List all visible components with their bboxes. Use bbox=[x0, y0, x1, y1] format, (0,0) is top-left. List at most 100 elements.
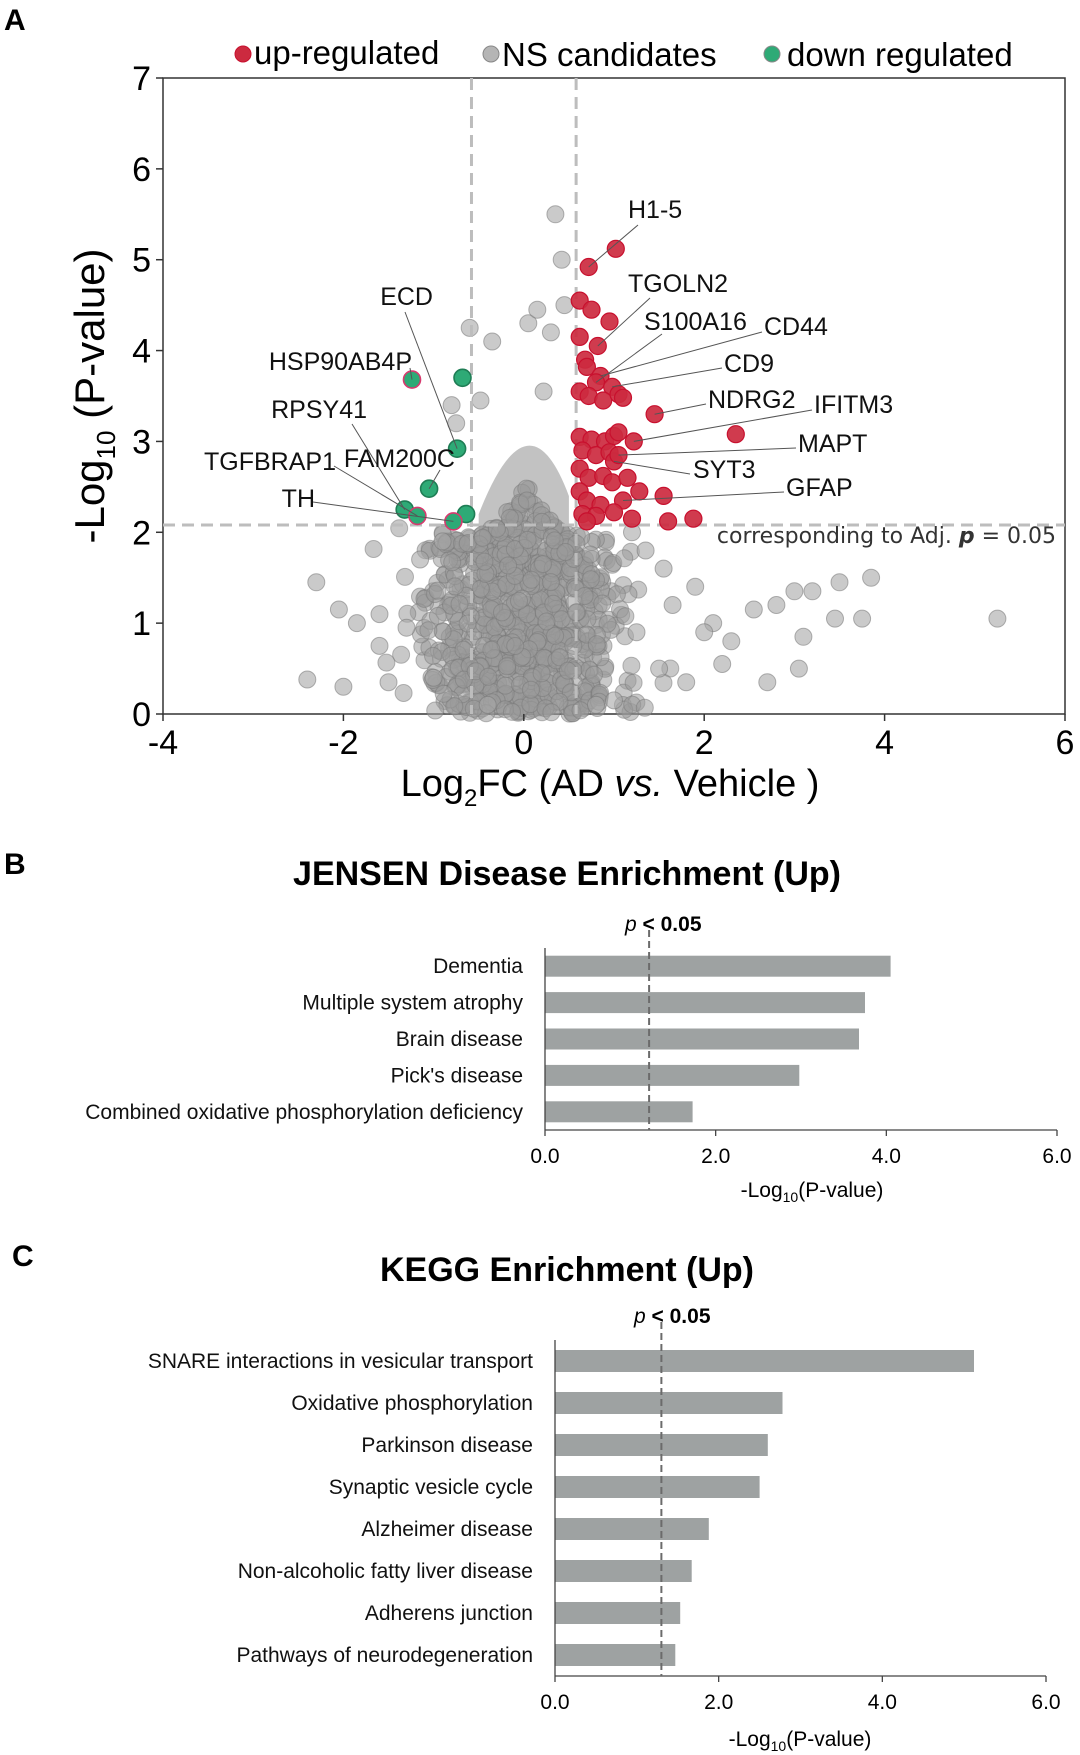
ns-point bbox=[988, 609, 1007, 628]
ns-point bbox=[722, 632, 741, 651]
ns-point bbox=[607, 585, 626, 604]
jensen-bar-3 bbox=[545, 1064, 800, 1086]
ns-point bbox=[347, 614, 366, 633]
ns-point bbox=[424, 668, 443, 687]
panel-b: B JENSEN Disease Enrichment (Up) p < 0.0… bbox=[4, 848, 1072, 1205]
ns-point bbox=[564, 636, 583, 655]
up-point-44 bbox=[622, 509, 642, 528]
jensen-xlabel-post: (P-value) bbox=[798, 1179, 883, 1202]
ns-point bbox=[654, 559, 673, 578]
jensen-category-label-2: Brain disease bbox=[396, 1028, 523, 1051]
up-point-36 bbox=[654, 486, 673, 505]
up-point-18 bbox=[726, 425, 745, 444]
ns-point bbox=[803, 582, 822, 601]
up-point-14 bbox=[594, 391, 613, 410]
up-point-16 bbox=[613, 388, 633, 407]
volcano-xtick-label: 4 bbox=[875, 724, 894, 762]
ns-point bbox=[853, 609, 872, 628]
ns-point bbox=[521, 680, 540, 699]
ns-point bbox=[575, 587, 594, 605]
ns-point bbox=[862, 568, 881, 587]
volcano-ytick-label: 4 bbox=[132, 333, 151, 371]
kegg-category-label-2: Parkinson disease bbox=[361, 1434, 533, 1457]
up-point-5 bbox=[570, 327, 589, 346]
up-point-3 bbox=[582, 300, 601, 319]
ns-point bbox=[428, 581, 447, 600]
jensen-category-label-3: Pick's disease bbox=[391, 1064, 523, 1087]
threshold-label: corresponding to Adj. p = 0.05 bbox=[717, 524, 1056, 549]
gene-label-hsp90ab4p: HSP90AB4P bbox=[269, 348, 412, 376]
threshold-label-pre: corresponding to Adj. bbox=[717, 524, 959, 549]
legend-up-label: up-regulated bbox=[254, 34, 439, 71]
ns-point bbox=[478, 695, 497, 714]
ns-point bbox=[370, 636, 389, 655]
volcano-ylabel-post: (P-value) bbox=[66, 248, 113, 430]
up-point-45 bbox=[658, 512, 678, 531]
ns-point bbox=[627, 623, 646, 642]
ns-point bbox=[585, 665, 603, 684]
ns-point bbox=[450, 595, 469, 613]
ns-point bbox=[555, 296, 574, 315]
up-point-47 bbox=[577, 512, 597, 531]
volcano-axes: -4 -2 0 2 4 6 0 1 2 3 4 5 6 7 bbox=[132, 60, 1074, 762]
gene-leader-tgoln2 bbox=[597, 297, 651, 347]
ns-point bbox=[307, 573, 326, 592]
gene-leader-s100a16 bbox=[595, 333, 663, 383]
ns-point bbox=[785, 582, 804, 601]
ns-point bbox=[528, 300, 547, 319]
ns-point bbox=[394, 684, 413, 702]
ns-point bbox=[615, 549, 634, 568]
volcano-threshold-lines bbox=[163, 78, 1065, 714]
kegg-x-axis-title: -Log10(P-value) bbox=[729, 1728, 872, 1754]
gene-leader-mapt bbox=[618, 447, 797, 456]
ns-point bbox=[605, 691, 623, 710]
ns-point bbox=[581, 570, 600, 589]
legend-down-label: down regulated bbox=[787, 36, 1013, 73]
ns-point bbox=[624, 673, 643, 692]
ns-point bbox=[616, 607, 635, 626]
gene-label-mapt: MAPT bbox=[798, 430, 867, 458]
gene-label-gfap: GFAP bbox=[786, 474, 853, 502]
ns-point bbox=[471, 391, 490, 410]
kegg-bar-7 bbox=[555, 1644, 676, 1666]
up-point-46 bbox=[684, 509, 703, 528]
threshold-label-post: = 0.05 bbox=[975, 524, 1056, 549]
ns-point bbox=[493, 603, 511, 622]
ns-point bbox=[434, 684, 453, 703]
ns-point bbox=[397, 618, 416, 637]
up-point-4 bbox=[600, 312, 619, 331]
ns-point bbox=[445, 577, 464, 596]
gene-leader-th bbox=[312, 501, 454, 522]
gene-leader-cd44 bbox=[600, 331, 763, 377]
gene-label-rpsy41: RPSY41 bbox=[271, 396, 367, 424]
ns-point bbox=[506, 637, 525, 655]
ns-point bbox=[545, 531, 564, 550]
ns-point bbox=[826, 609, 844, 628]
kegg-xtick-label: 2.0 bbox=[704, 1691, 733, 1714]
ns-point bbox=[364, 540, 383, 558]
jensen-category-label-1: Multiple system atrophy bbox=[302, 992, 523, 1015]
volcano-ytick-label: 7 bbox=[132, 60, 151, 98]
ns-point bbox=[379, 673, 398, 692]
gene-label-cd9: CD9 bbox=[724, 350, 774, 378]
ns-point bbox=[370, 605, 389, 624]
ns-point bbox=[556, 543, 575, 561]
jensen-bar-0 bbox=[545, 955, 891, 977]
ns-point bbox=[424, 646, 442, 665]
kegg-chart: SNARE interactions in vesicular transpor… bbox=[148, 1322, 1061, 1714]
volcano-ns-cloud bbox=[298, 205, 1007, 723]
up-point-34 bbox=[618, 468, 637, 487]
volcano-xlabel-post: FC (AD bbox=[477, 763, 614, 805]
gene-leader-cd9 bbox=[612, 367, 723, 388]
ns-point bbox=[532, 512, 551, 531]
ns-point bbox=[546, 205, 565, 224]
volcano-y-axis-title: -Log10 (P-value) bbox=[66, 248, 121, 543]
jensen-category-label-0: Dementia bbox=[433, 955, 523, 978]
gene-leader-gfap bbox=[622, 491, 785, 501]
gene-leader-ndrg2 bbox=[654, 403, 707, 415]
kegg-category-label-4: Alzheimer disease bbox=[361, 1518, 533, 1541]
threshold-label-p: p bbox=[958, 524, 975, 549]
ns-point bbox=[581, 545, 600, 564]
ns-point bbox=[650, 659, 669, 678]
up-point-35 bbox=[630, 482, 649, 501]
